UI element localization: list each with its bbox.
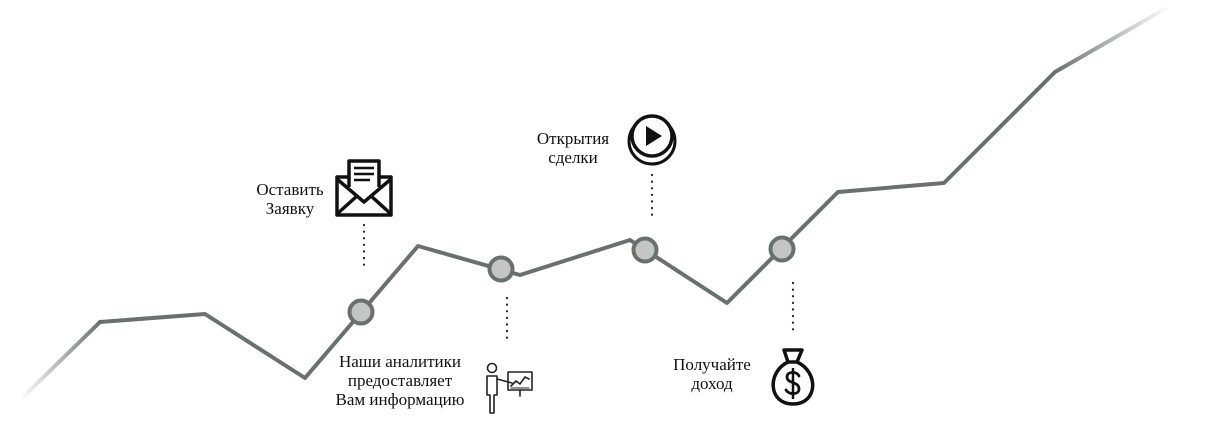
nodes xyxy=(347,235,796,326)
presenter-chart-icon xyxy=(486,362,533,414)
node-apply xyxy=(347,298,375,326)
node-analytics xyxy=(487,255,515,283)
node-income xyxy=(768,235,796,263)
play-button-icon xyxy=(627,114,677,166)
step-label-open: Открытия сделки xyxy=(536,129,610,167)
node-open xyxy=(631,236,659,264)
connectors xyxy=(362,173,795,346)
step-label-income: Получайте доход xyxy=(673,355,751,393)
envelope-icon xyxy=(335,159,393,217)
money-bag-icon xyxy=(771,348,815,406)
step-label-analytics: Наши аналитики предоставляет Вам информа… xyxy=(335,352,465,409)
trend-line xyxy=(18,4,1172,402)
step-label-apply: Оставить Заявку xyxy=(256,180,324,218)
